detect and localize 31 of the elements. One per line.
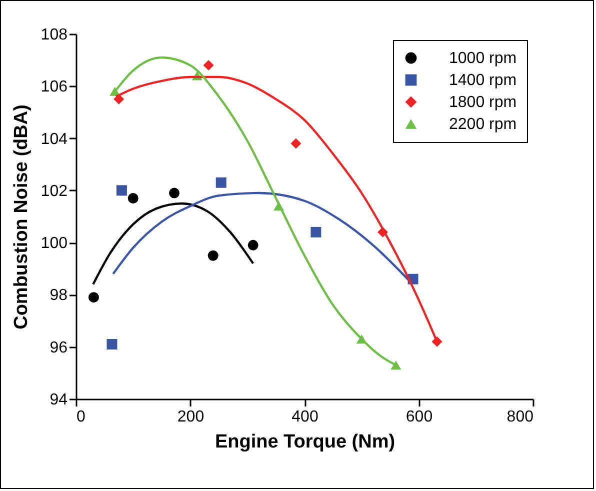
y-tick-label: 104 [40,130,68,148]
point [216,177,226,188]
point [106,339,118,350]
legend-label: 1400 rpm [449,72,517,89]
point [290,138,302,149]
point [128,193,138,204]
y-tick-label: 98 [50,287,68,304]
line-series [92,202,254,286]
x-tick-label: 400 [292,408,318,426]
x-tick-label: 600 [406,408,433,426]
x-tick-label: 0 [76,408,86,426]
y-tick-label: 94 [50,392,68,408]
point [310,226,322,238]
legend-label: 2200 rpm [449,116,517,133]
legend-label: 1000 rpm [449,50,517,67]
legend-label: 1800 rpm [449,94,517,111]
y-tick-label: 106 [40,78,68,96]
y-axis-title: Combustion Noise (dBA) [10,104,32,330]
y-tick-label: 102 [40,182,68,200]
x-axis-title: Engine Torque (Nm) [214,432,396,452]
point [88,292,99,303]
y-tick-label: 96 [50,339,68,356]
y-tick-label: 108 [40,26,68,44]
point [116,185,127,196]
point [248,240,258,250]
point [169,188,180,198]
point [203,60,214,71]
y-tick-label: 100 [40,235,68,252]
x-tick-label: 200 [177,408,204,426]
point [208,250,218,261]
x-tick-label: 800 [506,408,534,426]
